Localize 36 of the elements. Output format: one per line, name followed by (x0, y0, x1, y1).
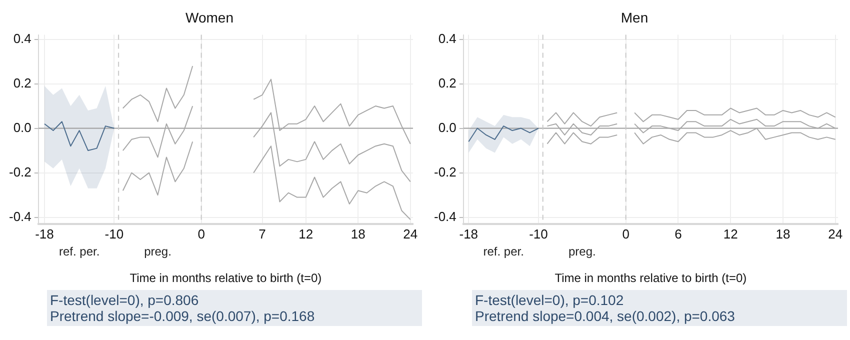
text: ref. per. (59, 244, 100, 258)
x-tick-label: -10 (104, 226, 124, 242)
y-tick-label: 0.2 (13, 75, 32, 90)
y-tick-label: 0.4 (13, 30, 32, 46)
y-tick-label: -0.2 (434, 164, 456, 180)
text: preg. (144, 244, 172, 258)
x-tick-label: -10 (529, 226, 548, 242)
y-tick-label: -0.4 (434, 208, 456, 224)
x-tick-label: 12 (298, 226, 314, 242)
chart-title: Men (620, 9, 648, 26)
x-tick-label: 0 (198, 226, 205, 242)
x-tick-label: 24 (403, 226, 418, 242)
text: preg. (568, 244, 596, 258)
text: F-test(level=0), p=0.806 (50, 292, 200, 308)
x-tick-label: 6 (674, 226, 682, 242)
y-tick-label: -0.2 (8, 164, 32, 180)
x-tick-label: 18 (776, 226, 790, 242)
x-tick-label: 0 (622, 226, 630, 242)
x-tick-label: 18 (350, 226, 366, 242)
x-tick-label: -18 (35, 226, 54, 242)
text: Pretrend slope=-0.009, se(0.007), p=0.168 (50, 308, 316, 324)
x-tick-label: 24 (828, 226, 843, 242)
y-tick-label: 0.2 (438, 75, 456, 90)
text: F-test(level=0), p=0.102 (475, 292, 625, 308)
text: Pretrend slope=0.004, se(0.002), p=0.063 (475, 308, 736, 324)
y-tick-label: 0.0 (13, 120, 32, 135)
x-axis-title: Time in months relative to birth (t=0) (554, 271, 747, 286)
x-tick-label: 7 (258, 226, 266, 242)
y-tick-label: 0.0 (438, 120, 456, 135)
x-tick-label: -18 (459, 226, 478, 242)
chart-title: Women (186, 9, 234, 26)
x-axis-title: Time in months relative to birth (t=0) (130, 271, 322, 286)
y-tick-label: 0.4 (438, 30, 456, 46)
y-tick-label: -0.4 (8, 208, 32, 224)
text: ref. per. (483, 244, 524, 258)
x-tick-label: 12 (723, 226, 738, 242)
